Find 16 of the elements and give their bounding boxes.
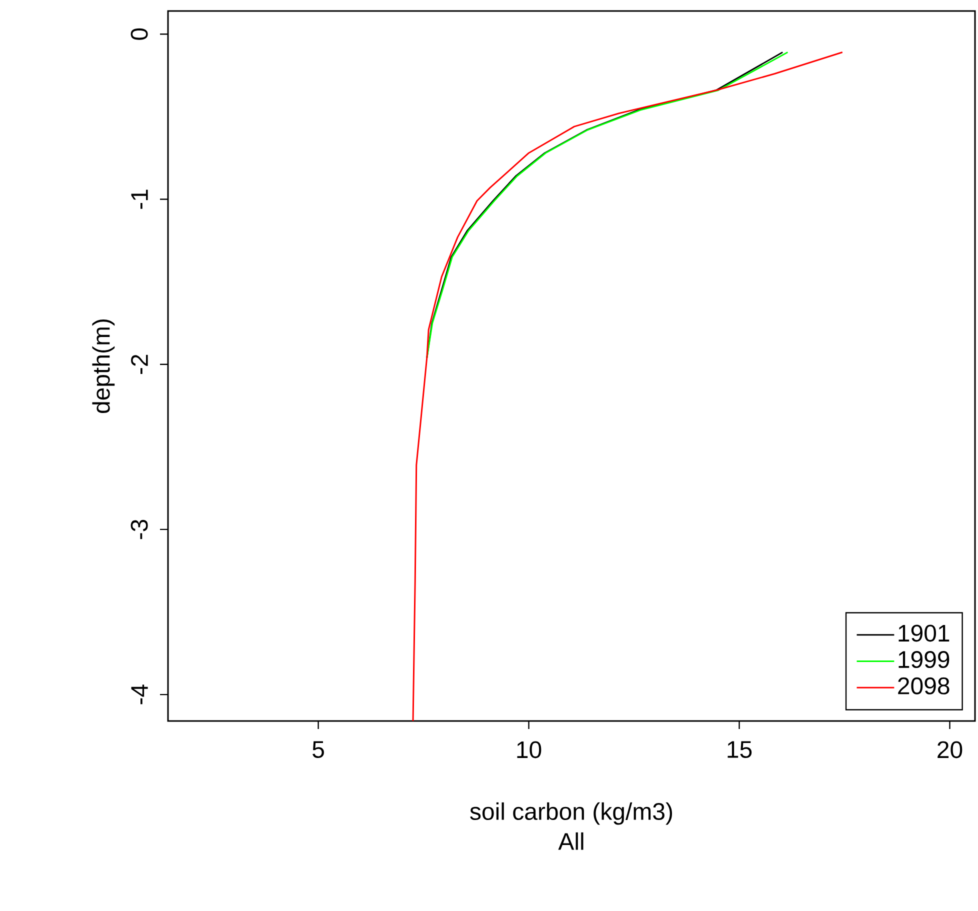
x-tick-label: 5 (312, 741, 324, 758)
legend-label: 1999 (898, 651, 950, 668)
x-tick-label: 15 (728, 741, 752, 758)
legend-label: 1901 (898, 624, 950, 642)
legend-label: 2098 (898, 677, 950, 694)
y-axis-title: depth(m) (92, 319, 115, 413)
x-tick-label: 10 (517, 741, 542, 758)
y-tick-label: -1 (131, 190, 148, 209)
y-tick-label: -3 (130, 520, 148, 540)
x-axis-title: soil carbon (kg/m3) (470, 802, 672, 825)
y-tick-label: -4 (131, 684, 148, 704)
line-series (412, 52, 844, 721)
x-tick-label: 20 (938, 741, 962, 758)
text: All (558, 832, 584, 850)
y-tick-label: -2 (131, 354, 148, 374)
y-tick-label: 0 (130, 28, 148, 40)
